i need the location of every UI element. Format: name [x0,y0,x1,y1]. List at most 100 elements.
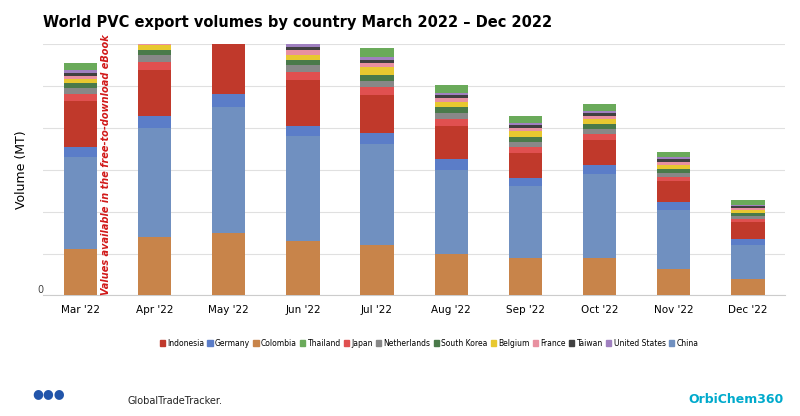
Bar [583,104,616,111]
Bar [657,157,690,159]
Bar [286,50,319,54]
Bar [64,101,97,147]
Bar [64,76,97,79]
Bar [731,208,765,210]
Bar [286,80,319,126]
Bar [64,70,97,73]
Bar [64,94,97,101]
Bar [64,147,97,157]
Bar [434,126,468,159]
Bar [360,67,394,75]
Y-axis label: Volume (MT): Volume (MT) [15,130,28,209]
Bar [360,57,394,59]
Bar [434,159,468,170]
Bar [360,87,394,95]
Bar [657,269,690,295]
Bar [509,137,542,142]
Bar [212,24,246,30]
Text: World PVC export volumes by country March 2022 – Dec 2022: World PVC export volumes by country Marc… [43,15,553,30]
Bar [583,119,616,124]
Bar [657,173,690,177]
Bar [138,237,171,295]
Bar [509,116,542,123]
Bar [583,134,616,140]
Bar [509,186,542,258]
Bar [212,94,246,106]
Bar [583,258,616,295]
Bar [360,81,394,87]
Bar [657,165,690,169]
Bar [583,111,616,113]
Bar [360,48,394,57]
Bar [731,279,765,295]
Bar [138,70,171,116]
Bar [509,153,542,178]
Bar [731,216,765,219]
Bar [731,219,765,223]
Bar [286,72,319,80]
Bar [212,17,246,24]
Bar [360,63,394,67]
Bar [434,107,468,113]
Bar [212,233,246,295]
Bar [138,45,171,50]
Bar [509,123,542,125]
Bar [434,98,468,102]
Bar [657,169,690,173]
Bar [360,59,394,63]
Bar [509,147,542,153]
Bar [212,106,246,233]
Bar [212,10,246,13]
Bar [212,0,246,7]
Bar [138,55,171,62]
Bar [212,13,246,17]
Bar [509,131,542,137]
Bar [583,124,616,129]
Bar [212,44,246,94]
Bar [138,26,171,34]
Bar [657,161,690,165]
Bar [434,113,468,119]
Bar [64,73,97,76]
Bar [731,205,765,206]
Bar [657,181,690,202]
Bar [138,50,171,55]
Legend: Indonesia, Germany, Colombia, Thailand, Japan, Netherlands, South Korea, Belgium: Indonesia, Germany, Colombia, Thailand, … [158,337,700,349]
Bar [583,166,616,174]
Bar [583,140,616,166]
Bar [64,83,97,88]
Bar [583,116,616,119]
Bar [286,47,319,50]
Bar [657,202,690,210]
Text: ●●●: ●●● [32,387,65,400]
Bar [286,36,319,44]
Bar [509,178,542,186]
Bar [731,245,765,279]
Bar [286,65,319,72]
Bar [657,152,690,157]
Bar [509,258,542,295]
Bar [286,136,319,241]
Bar [509,142,542,147]
Bar [138,116,171,128]
Bar [212,36,246,44]
Bar [286,126,319,136]
Bar [64,88,97,94]
Bar [731,239,765,245]
Bar [360,75,394,81]
Bar [64,63,97,70]
Bar [657,177,690,181]
Bar [286,59,319,65]
Bar [360,95,394,133]
Bar [64,249,97,295]
Bar [360,133,394,144]
Bar [286,44,319,47]
Bar [360,144,394,245]
Bar [138,37,171,40]
Bar [64,79,97,83]
Bar [212,7,246,10]
Bar [286,54,319,59]
Bar [138,34,171,37]
Bar [657,159,690,161]
Text: OrbiChem360: OrbiChem360 [688,393,783,406]
